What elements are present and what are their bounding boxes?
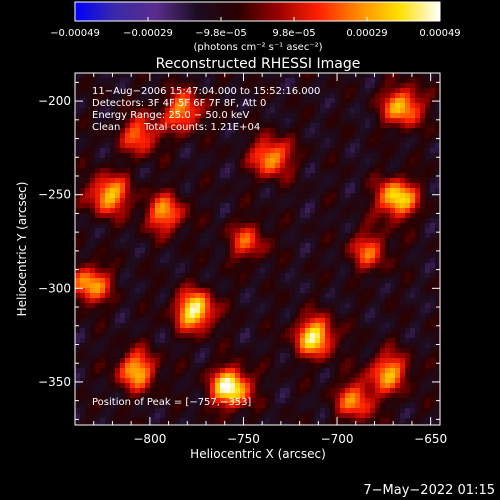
colorbar-tick-label: 0.00029 bbox=[346, 28, 387, 39]
footer-timestamp: 7−May−2022 01:15 bbox=[363, 483, 495, 498]
colorbar-ticks: −0.00049 −0.00029 −9.8e−05 9.8e−05 0.00029 0.… bbox=[50, 17, 461, 39]
colorbar-tick-label: −9.8e−05 bbox=[195, 28, 247, 39]
x-tick-label: −750 bbox=[227, 432, 260, 446]
annotation-energy: Energy Range: 25.0 − 50.0 keV bbox=[92, 110, 250, 121]
chart-title: Reconstructed RHESSI Image bbox=[156, 56, 361, 72]
y-tick-label: −350 bbox=[38, 375, 71, 389]
colorbar-tick-label: −0.00049 bbox=[50, 28, 100, 39]
x-tick-label: −700 bbox=[321, 432, 354, 446]
annotation-counts: Total counts: 1.21E+04 bbox=[144, 122, 261, 133]
heatmap-image bbox=[75, 73, 440, 425]
x-tick-label: −800 bbox=[133, 432, 166, 446]
colorbar-unit-label: (photons cm⁻² s⁻¹ asec⁻²) bbox=[193, 42, 322, 53]
annotation-time: 11−Aug−2006 15:47:04.000 to 15:52:16.000 bbox=[92, 86, 321, 97]
colorbar-tick-label: 9.8e−05 bbox=[272, 28, 315, 39]
plot-axes: −800 −750 −700 −650 −200 −250 −300 −350 bbox=[38, 73, 447, 446]
plot-frame bbox=[74, 72, 441, 426]
y-tick-label: −200 bbox=[38, 94, 71, 108]
x-axis-label: Heliocentric X (arcsec) bbox=[190, 447, 326, 461]
y-tick-label: −300 bbox=[38, 281, 71, 295]
colorbar bbox=[74, 1, 441, 22]
colorbar-tick-label: −0.00029 bbox=[123, 28, 173, 39]
annotation-method: Clean bbox=[92, 122, 121, 133]
colorbar-tick-label: 0.00049 bbox=[419, 28, 460, 39]
y-axis-label: Heliocentric Y (arcsec) bbox=[15, 182, 29, 317]
annotation-detectors: Detectors: 3F 4F 5F 6F 7F 8F, Att 0 bbox=[92, 98, 267, 109]
annotation-peak: Position of Peak = [−757,−353] bbox=[92, 397, 252, 408]
x-tick-label: −650 bbox=[414, 432, 447, 446]
y-tick-label: −250 bbox=[38, 188, 71, 202]
